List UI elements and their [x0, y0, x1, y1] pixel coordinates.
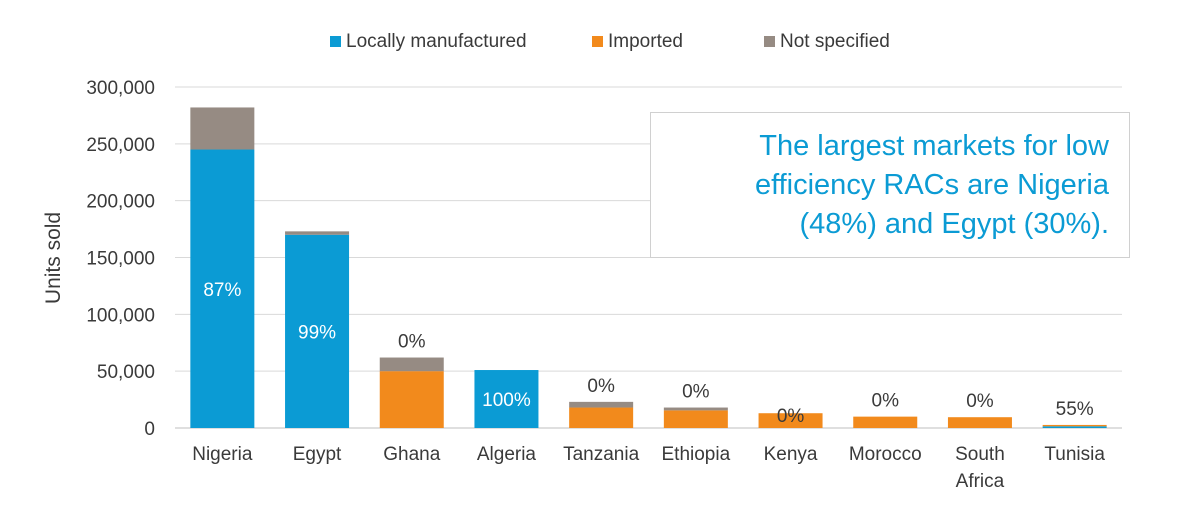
data-label: 0% — [587, 376, 615, 397]
data-labels: 87% 99% 0% 100% 0% 0% 0% 0% 0% 55% — [203, 280, 1093, 427]
legend-swatch — [764, 36, 775, 47]
bar-segment-imported — [663, 410, 728, 428]
y-tick-label: 50,000 — [97, 362, 155, 383]
data-label: 100% — [482, 390, 531, 411]
x-category-label: Tunisia — [1044, 444, 1105, 465]
data-label: 0% — [966, 391, 994, 412]
callout-line-2: efficiency RACs are Nigeria — [754, 169, 1109, 201]
bar-segment-imported — [947, 417, 1012, 428]
bar-segment-locally-manufactured — [1042, 426, 1107, 428]
bar-segment-imported — [1042, 424, 1107, 427]
bar-segment-imported — [379, 371, 444, 428]
x-category-label: Africa — [956, 471, 1005, 492]
y-tick-label: 250,000 — [86, 135, 155, 156]
bar-segment-locally-manufactured — [285, 234, 350, 428]
x-category-label: Kenya — [764, 444, 818, 465]
x-category-label: Tanzania — [563, 444, 639, 465]
bar-segment-imported — [853, 416, 918, 428]
legend-label: Locally manufactured — [346, 31, 527, 52]
x-category-label: Egypt — [293, 444, 342, 465]
y-tick-label: 100,000 — [86, 305, 155, 326]
data-label: 0% — [682, 382, 710, 403]
legend-swatch — [592, 36, 603, 47]
x-category-label: Ethiopia — [662, 444, 731, 465]
data-label: 99% — [298, 322, 336, 343]
x-category-label: Algeria — [477, 444, 537, 465]
y-tick-label: 300,000 — [86, 78, 155, 99]
bar-segment-not-specified — [190, 107, 255, 150]
legend-swatch — [330, 36, 341, 47]
data-label: 0% — [872, 391, 900, 412]
callout-box: The largest markets for low efficiency R… — [650, 112, 1130, 258]
bar-segment-imported — [758, 413, 823, 428]
bar-segment-locally-manufactured — [190, 149, 255, 428]
y-tick-label: 0 — [144, 419, 155, 440]
data-label: 0% — [777, 406, 805, 427]
bar-segment-not-specified — [569, 401, 634, 408]
x-category-label: Nigeria — [192, 444, 253, 465]
legend-label: Imported — [608, 31, 683, 52]
data-label: 0% — [398, 332, 426, 353]
callout-line-1: The largest markets for low — [759, 130, 1109, 162]
y-tick-label: 200,000 — [86, 192, 155, 213]
callout-line-3: (48%) and Egypt (30%). — [799, 208, 1109, 240]
y-axis-ticks: 0 50,000 100,000 150,000 200,000 250,000 300,0… — [86, 78, 155, 440]
data-label: 87% — [203, 280, 241, 301]
bars — [190, 107, 1107, 428]
x-axis-categories: Nigeria Egypt Ghana Algeria Tanzania Ethiopia… — [192, 444, 1105, 492]
bar-segment-locally-manufactured — [474, 370, 539, 428]
legend-label: Not specified — [780, 31, 890, 52]
bar-segment-not-specified — [285, 231, 350, 235]
legend: Locally manufactured Imported Not specifie… — [330, 31, 890, 52]
x-category-label: South — [955, 444, 1005, 465]
y-tick-label: 150,000 — [86, 249, 155, 270]
bar-segment-not-specified — [379, 357, 444, 372]
data-label: 55% — [1056, 399, 1094, 420]
bar-segment-not-specified — [663, 407, 728, 411]
bar-segment-imported — [569, 407, 634, 428]
x-category-label: Morocco — [849, 444, 922, 465]
y-axis-label: Units sold — [42, 212, 65, 304]
x-category-label: Ghana — [383, 444, 440, 465]
